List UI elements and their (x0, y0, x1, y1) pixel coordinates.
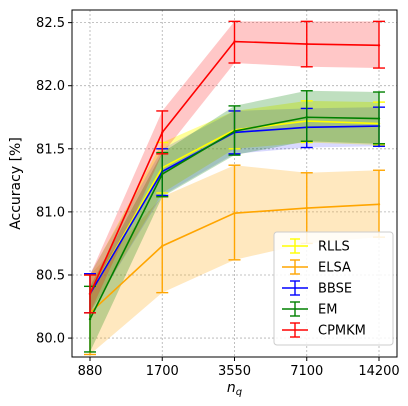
y-tick-label: 82.0 (36, 79, 65, 94)
data-point-cpmkm (305, 42, 308, 46)
data-point-em (377, 117, 381, 120)
data-point-elsa (233, 211, 236, 215)
legend-label-em: EM (318, 303, 337, 318)
legend-label-elsa: ELSA (318, 261, 351, 276)
data-point-em (305, 116, 308, 119)
y-axis-label: Accuracy [%] (8, 137, 24, 230)
legend-box (273, 231, 394, 346)
data-point-cpmkm (161, 131, 164, 134)
legend-label-bbse: BBSE (318, 282, 352, 297)
legend-label-rlls: RLLS (318, 240, 350, 255)
series-lines (84, 20, 385, 356)
x-tick-label: 3550 (218, 364, 251, 379)
y-tick-label: 80.0 (36, 332, 65, 347)
data-point-em (88, 317, 92, 321)
x-tick-label: 7100 (290, 364, 323, 379)
x-tick-label: 14200 (358, 364, 399, 379)
axis-ticks: 80.0 80.5 81.0 81.5 82.0 82.5 880 1700 3550 7100 1… (36, 16, 400, 379)
x-axis-label: nq (227, 380, 242, 398)
data-point-elsa (161, 244, 164, 248)
y-tick-label: 80.5 (36, 268, 65, 283)
x-axis-label-sub: q (236, 387, 242, 398)
data-point-em (161, 172, 164, 176)
data-point-em (233, 129, 236, 133)
legend: RLLS ELSA BBSE EM CPMKM (273, 231, 394, 346)
x-axis-label-base: n (227, 380, 236, 396)
x-tick-label: 880 (78, 364, 103, 379)
data-point-elsa (377, 203, 381, 206)
data-point-cpmkm (377, 44, 381, 47)
data-point-cpmkm (88, 292, 92, 296)
y-tick-label: 81.0 (36, 205, 65, 220)
y-tick-label: 81.5 (36, 142, 65, 157)
data-point-elsa (305, 206, 308, 210)
y-tick-label: 82.5 (36, 16, 65, 31)
band-cpmkm (90, 21, 379, 313)
legend-label-cpmkm: CPMKM (318, 324, 366, 339)
data-point-cpmkm (233, 40, 236, 43)
x-tick-label: 1700 (146, 364, 179, 379)
